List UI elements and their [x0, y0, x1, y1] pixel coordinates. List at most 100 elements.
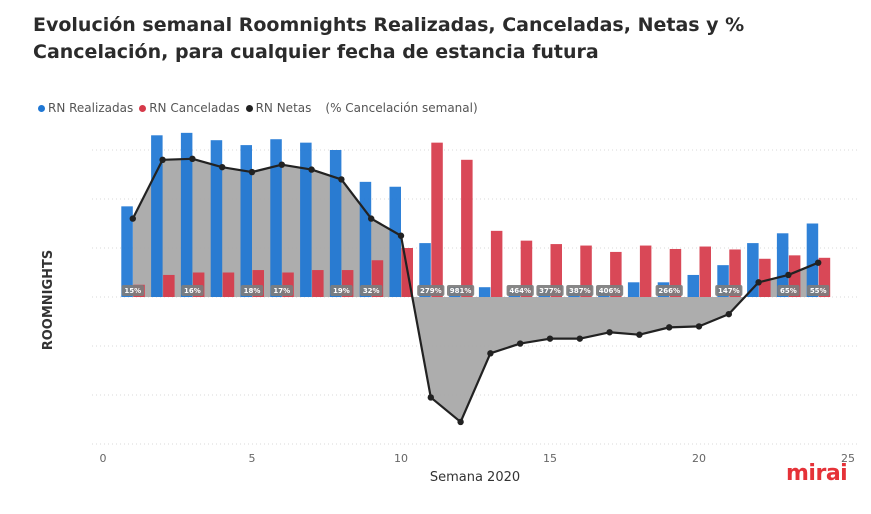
pct-label: 18% — [244, 287, 261, 295]
pct-label-box — [330, 285, 353, 296]
bar-realizadas — [300, 142, 312, 297]
pct-label: 387% — [569, 287, 591, 295]
bar-realizadas — [419, 243, 431, 297]
net-point — [487, 350, 494, 357]
bar-canceladas — [669, 248, 682, 297]
pct-label: 65% — [780, 287, 797, 295]
bar-realizadas — [121, 206, 133, 297]
bar-canceladas — [580, 245, 592, 297]
legend-note-pct: (% Cancelación semanal) — [325, 101, 478, 115]
bar-realizadas — [687, 274, 699, 297]
legend-dot-netas — [245, 104, 253, 112]
mirai-logo: mirai — [786, 461, 848, 486]
bar-canceladas — [729, 249, 741, 297]
chart-title: Evolución semanal Roomnights Realizadas,… — [33, 14, 745, 63]
net-point — [785, 271, 792, 279]
bar-canceladas — [252, 270, 264, 297]
pct-label-box — [417, 285, 445, 296]
pct-label-box — [240, 285, 264, 296]
net-line — [131, 157, 819, 424]
legend-label-netas: RN Netas — [255, 101, 312, 115]
pct-label: 279% — [420, 287, 442, 295]
pct-label-box — [715, 285, 743, 296]
bar-realizadas — [329, 150, 342, 297]
pct-label: 15% — [124, 287, 141, 295]
legend-dot-canceladas — [139, 104, 147, 112]
bar-realizadas — [747, 243, 759, 297]
legend-item-canceladas[interactable]: RN Canceladas — [139, 101, 240, 115]
net-point — [546, 335, 554, 342]
x-tick-label: 10 — [394, 452, 408, 465]
bar-realizadas — [210, 140, 223, 297]
legend-dot-realizadas — [38, 104, 45, 112]
legend-item-realizadas[interactable]: RN Realizadas — [38, 101, 133, 115]
bar-canceladas — [788, 255, 801, 297]
pct-label-box — [596, 285, 624, 296]
chart-legend: RN Realizadas RN Canceladas RN Netas (% … — [38, 101, 478, 115]
net-point — [725, 310, 732, 318]
bars-layer — [121, 132, 831, 297]
net-point — [189, 155, 196, 163]
y-axis-title: ROOMNIGHTS — [41, 250, 56, 351]
net-point — [427, 394, 434, 401]
legend-label-realizadas: RN Realizadas — [48, 101, 134, 115]
pct-label-box — [270, 285, 293, 296]
bar-canceladas — [639, 245, 652, 297]
net-point — [159, 156, 166, 163]
legend-label-canceladas: RN Canceladas — [149, 101, 240, 115]
net-point — [219, 163, 226, 171]
bar-canceladas — [341, 270, 354, 297]
net-point — [129, 215, 136, 222]
bar-canceladas — [699, 246, 711, 297]
x-tick-label: 0 — [100, 452, 107, 465]
pct-label-box — [360, 285, 383, 296]
pct-label: 981% — [450, 287, 472, 295]
pct-label-box — [447, 285, 475, 296]
bar-realizadas — [478, 287, 491, 297]
net-point — [755, 279, 762, 286]
x-axis-title: Semana 2020 — [430, 470, 520, 485]
x-tick-labels: 0 5 10 15 20 25 — [100, 452, 856, 465]
pct-label: 464% — [509, 287, 531, 295]
bar-canceladas — [550, 244, 562, 297]
bar-canceladas — [490, 230, 503, 297]
pct-label-box — [506, 285, 534, 296]
net-point — [457, 418, 464, 426]
bar-realizadas — [717, 265, 729, 297]
net-line-layer — [129, 155, 822, 426]
net-point — [815, 259, 822, 266]
bar-realizadas — [270, 139, 282, 297]
legend-item-netas[interactable]: RN Netas — [245, 101, 312, 115]
bar-canceladas — [610, 251, 622, 297]
bar-canceladas — [312, 270, 324, 297]
pct-label-box — [777, 285, 800, 296]
bar-canceladas — [520, 240, 533, 297]
bar-realizadas — [151, 135, 163, 297]
pct-label: 19% — [333, 287, 350, 295]
bar-realizadas — [180, 132, 193, 297]
net-point — [338, 176, 345, 183]
bar-realizadas — [806, 223, 819, 297]
net-point — [576, 335, 583, 342]
bar-canceladas — [818, 257, 831, 297]
pct-label-box — [807, 285, 830, 296]
bar-realizadas — [359, 181, 372, 297]
pct-label: 147% — [718, 287, 740, 295]
pct-label-box — [121, 285, 144, 296]
net-point — [397, 232, 405, 239]
pct-labels-layer: 15% 16% 18% 17% 19% 32% 279% 981% 464% 377% 387% 40… — [121, 285, 830, 296]
net-point — [368, 215, 375, 222]
bar-canceladas — [431, 142, 443, 297]
bar-canceladas — [163, 274, 175, 297]
pct-label: 266% — [658, 287, 680, 295]
bar-canceladas — [759, 258, 771, 297]
net-point — [278, 161, 285, 168]
pct-label: 55% — [810, 287, 827, 295]
net-point — [308, 166, 315, 173]
pct-label-box — [536, 285, 564, 296]
bar-realizadas — [240, 145, 252, 297]
pct-label-box — [181, 285, 204, 296]
x-tick-label: 20 — [692, 452, 706, 465]
net-point — [636, 331, 643, 338]
